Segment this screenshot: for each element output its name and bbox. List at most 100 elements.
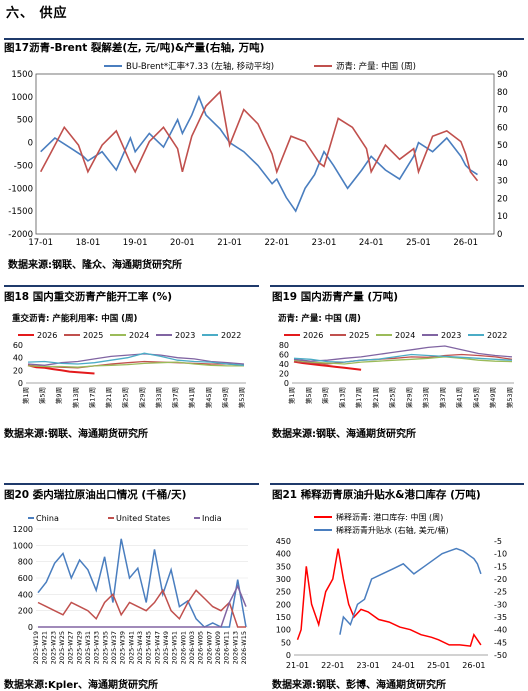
y-tick-label: 20 bbox=[13, 366, 23, 375]
legend-label: BU-Brent*汇率*7.33 (左轴, 移动平均) bbox=[126, 61, 274, 72]
x-tick-label: 第53周 bbox=[505, 387, 514, 408]
series-line bbox=[40, 94, 478, 213]
x-tick-label: 第33周 bbox=[421, 387, 430, 408]
legend-label: China bbox=[36, 514, 59, 523]
y-left-tick-label: 300 bbox=[276, 575, 291, 584]
x-tick-label: 第41周 bbox=[455, 387, 464, 408]
y-right-tick-label: -15 bbox=[494, 562, 507, 571]
chart-subtitle: 重交沥青: 产能利用率: 中国 (周) bbox=[12, 313, 138, 324]
x-tick-label: 第25周 bbox=[388, 387, 397, 408]
x-tick-label: 第1周 bbox=[287, 387, 296, 404]
x-tick-label: 26-01 bbox=[453, 238, 478, 248]
x-tick-label: 2026-W13 bbox=[231, 631, 239, 664]
series-line bbox=[27, 360, 245, 369]
x-tick-label: 22-01 bbox=[321, 661, 344, 670]
y-left-tick-label: 450 bbox=[276, 537, 291, 546]
figure-17-title: 图17沥青-Brent 裂解差(左, 元/吨)&产量(右轴, 万吨) bbox=[4, 40, 264, 55]
x-tick-label: 21-01 bbox=[286, 661, 309, 670]
x-tick-label: 26-01 bbox=[462, 661, 485, 670]
y-tick-label: 200 bbox=[18, 607, 33, 616]
figure-title-text: 国内重交沥青产能开工率 (%) bbox=[32, 291, 173, 303]
figure-21-title: 图21 稀释沥青原油升贴水&港口库存 (万吨) bbox=[272, 487, 481, 502]
y-left-tick-label: 0 bbox=[28, 139, 33, 149]
y-tick-label: 600 bbox=[18, 574, 33, 583]
figure-label: 图18 bbox=[4, 291, 30, 303]
legend-label: 2023 bbox=[441, 331, 461, 340]
y-right-tick-label: 50 bbox=[497, 141, 508, 151]
y-right-tick-label: -10 bbox=[494, 550, 507, 559]
x-tick-label: 第37周 bbox=[438, 387, 447, 408]
x-tick-label: 2025-W19 bbox=[32, 631, 40, 664]
figure-label: 图19 bbox=[272, 291, 298, 303]
figure-rule bbox=[4, 483, 259, 485]
x-tick-label: 2026-W01 bbox=[179, 631, 187, 664]
legend-label: 2024 bbox=[129, 331, 149, 340]
y-right-tick-label: -5 bbox=[494, 537, 502, 546]
chart-subtitle: 沥青: 产量: 中国 (周) bbox=[278, 313, 361, 324]
x-tick-label: 23-01 bbox=[312, 238, 337, 248]
y-tick-label: 80 bbox=[279, 341, 289, 350]
series-line bbox=[293, 345, 513, 362]
series-line bbox=[296, 548, 482, 647]
legend-label: 稀释沥青: 港口库存: 中国 (周) bbox=[336, 512, 443, 522]
y-left-tick-label: -500 bbox=[14, 161, 33, 171]
figure-title-text: 委内瑞拉原油出口情况 (千桶/天) bbox=[32, 489, 187, 501]
series-line bbox=[27, 352, 245, 366]
figure-label: 图20 bbox=[4, 489, 30, 501]
y-left-tick-label: -1500 bbox=[8, 207, 33, 217]
y-tick-label: 20 bbox=[279, 370, 289, 379]
x-tick-label: 2025-W45 bbox=[145, 631, 153, 664]
y-left-tick-label: 200 bbox=[276, 600, 291, 609]
y-left-tick-label: 50 bbox=[281, 638, 291, 647]
x-tick-label: 20-01 bbox=[170, 238, 195, 248]
x-tick-label: 第17周 bbox=[354, 387, 363, 408]
y-right-tick-label: -30 bbox=[494, 600, 507, 609]
x-tick-label: 2026-W11 bbox=[223, 631, 231, 664]
x-tick-label: 第17周 bbox=[87, 387, 96, 408]
chart-domestic-production: 沥青: 产量: 中国 (周) 2026 2025 2024 2023 2022 020406… bbox=[278, 313, 514, 408]
y-right-tick-label: -45 bbox=[494, 638, 507, 647]
series-line bbox=[339, 547, 482, 635]
legend-label: 2022 bbox=[221, 331, 241, 340]
y-tick-label: 800 bbox=[18, 558, 33, 567]
x-tick-label: 2025-W29 bbox=[75, 631, 83, 664]
series-line bbox=[293, 360, 362, 371]
section-title: 六、 供应 bbox=[6, 6, 68, 21]
x-tick-label: 2025-W49 bbox=[162, 631, 170, 664]
x-tick-label: 第9周 bbox=[54, 387, 63, 404]
chart-spread-production: -2000 -1500 -1000 -500 0 500 1000 1500 0 10 20 30 40… bbox=[8, 61, 508, 248]
x-tick-label: 17-01 bbox=[28, 238, 53, 248]
x-tick-label: 2025-W35 bbox=[101, 631, 109, 664]
x-tick-label: 2025-W27 bbox=[67, 631, 75, 664]
y-left-tick-label: -1000 bbox=[8, 184, 33, 194]
figure-18-source: 数据来源:钢联、海通期货研究所 bbox=[4, 429, 148, 440]
x-tick-label: 第37周 bbox=[171, 387, 180, 408]
y-left-tick-label: 0 bbox=[286, 651, 291, 660]
y-left-tick-label: -2000 bbox=[8, 230, 33, 240]
x-tick-label: 第13周 bbox=[71, 387, 80, 408]
y-right-tick-label: -35 bbox=[494, 613, 507, 622]
series-line bbox=[39, 90, 479, 182]
x-tick-label: 2025-W51 bbox=[171, 631, 179, 664]
legend-label: 2025 bbox=[349, 331, 369, 340]
y-left-tick-label: 100 bbox=[276, 626, 291, 635]
figure-rule bbox=[4, 38, 524, 40]
x-tick-label: 第25周 bbox=[121, 387, 130, 408]
legend-label: 2026 bbox=[37, 331, 57, 340]
legend-label: 2026 bbox=[303, 331, 323, 340]
y-right-tick-label: 0 bbox=[497, 230, 502, 240]
x-tick-label: 2026-W15 bbox=[240, 631, 248, 664]
figure-rule bbox=[270, 285, 524, 287]
figure-19-source: 数据来源:钢联、海通期货研究所 bbox=[272, 429, 416, 440]
x-tick-label: 2025-W21 bbox=[41, 631, 49, 664]
x-tick-label: 第13周 bbox=[337, 387, 346, 408]
legend-label: 沥青: 产量: 中国 (周) bbox=[336, 61, 416, 72]
y-left-tick-label: 1000 bbox=[11, 93, 33, 103]
y-tick-label: 60 bbox=[13, 341, 23, 350]
figure-20-title: 图20 委内瑞拉原油出口情况 (千桶/天) bbox=[4, 487, 186, 502]
series-line bbox=[38, 584, 247, 628]
y-tick-label: 60 bbox=[279, 351, 289, 360]
y-right-tick-label: 70 bbox=[497, 106, 508, 116]
y-left-tick-label: 150 bbox=[276, 613, 291, 622]
y-left-tick-label: 500 bbox=[17, 116, 33, 126]
